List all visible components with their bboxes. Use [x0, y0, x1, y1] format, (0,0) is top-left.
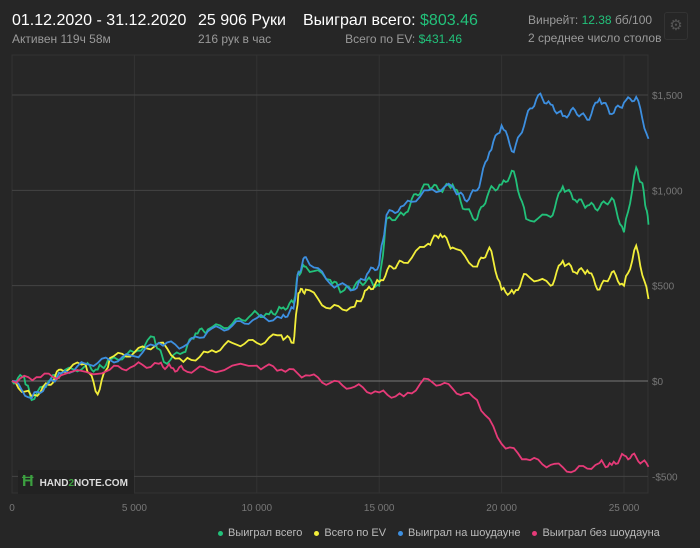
legend-dot — [398, 530, 404, 536]
y-tick-label: $0 — [652, 377, 664, 388]
hands-per-hour: 216 рук в час — [198, 32, 272, 46]
y-tick-label: $1,000 — [652, 186, 683, 197]
legend-item[interactable]: Выиграл всего — [218, 527, 302, 539]
ev-total: Всего по EV: $431.46 — [345, 32, 462, 46]
won-total: Выиграл всего: $803.46 — [303, 12, 478, 30]
winrate: Винрейт: 12.38 бб/100 — [528, 13, 652, 27]
x-tick-label: 25 000 — [609, 503, 640, 514]
winrate-label: Винрейт: — [528, 13, 579, 27]
legend-dot — [218, 530, 223, 536]
won-label: Выиграл всего: — [303, 12, 416, 29]
legend-item[interactable]: Выиграл на шоудауне — [398, 527, 520, 539]
gear-icon[interactable]: ⚙ — [664, 12, 688, 40]
legend-label: Всего по EV — [324, 527, 387, 539]
hands-count: 25 906 Руки — [198, 12, 286, 29]
x-tick-label: 20 000 — [486, 503, 517, 514]
series-line — [11, 164, 650, 402]
ev-label: Всего по EV: — [345, 32, 416, 46]
x-tick-label: 15 000 — [364, 503, 395, 514]
series-line — [11, 92, 650, 400]
series-line — [11, 361, 650, 474]
legend-label: Выиграл без шоудауна — [542, 527, 660, 539]
winrate-unit: бб/100 — [614, 13, 653, 27]
won-value: $803.46 — [420, 12, 478, 29]
legend: Выиграл всего Всего по EV Выиграл на шоуда… — [218, 527, 660, 539]
legend-label: Выиграл всего — [228, 527, 303, 539]
y-tick-label: $500 — [652, 282, 675, 293]
hand2note-logo: Ħ HAND2NOTE.COM — [18, 470, 134, 494]
x-tick-label: 0 — [9, 503, 15, 514]
y-tick-label: -$500 — [652, 472, 678, 483]
y-tick-label: $1,500 — [652, 91, 683, 102]
x-tick-label: 10 000 — [242, 503, 273, 514]
legend-dot — [532, 530, 538, 536]
active-time: Активен 119ч 58м — [12, 32, 111, 46]
legend-item[interactable]: Выиграл без шоудауна — [532, 527, 660, 539]
legend-dot — [314, 530, 320, 536]
x-tick-label: 5 000 — [122, 503, 147, 514]
ev-value: $431.46 — [418, 32, 462, 46]
date-range: 01.12.2020 - 31.12.2020 — [12, 12, 187, 29]
legend-item[interactable]: Всего по EV — [314, 527, 386, 539]
avg-tables: 2 среднее число столов — [528, 31, 662, 45]
legend-label: Выиграл на шоудауне — [408, 527, 521, 539]
plot-area — [11, 54, 649, 494]
series-line — [11, 232, 650, 398]
winrate-value: 12.38 — [581, 13, 612, 27]
